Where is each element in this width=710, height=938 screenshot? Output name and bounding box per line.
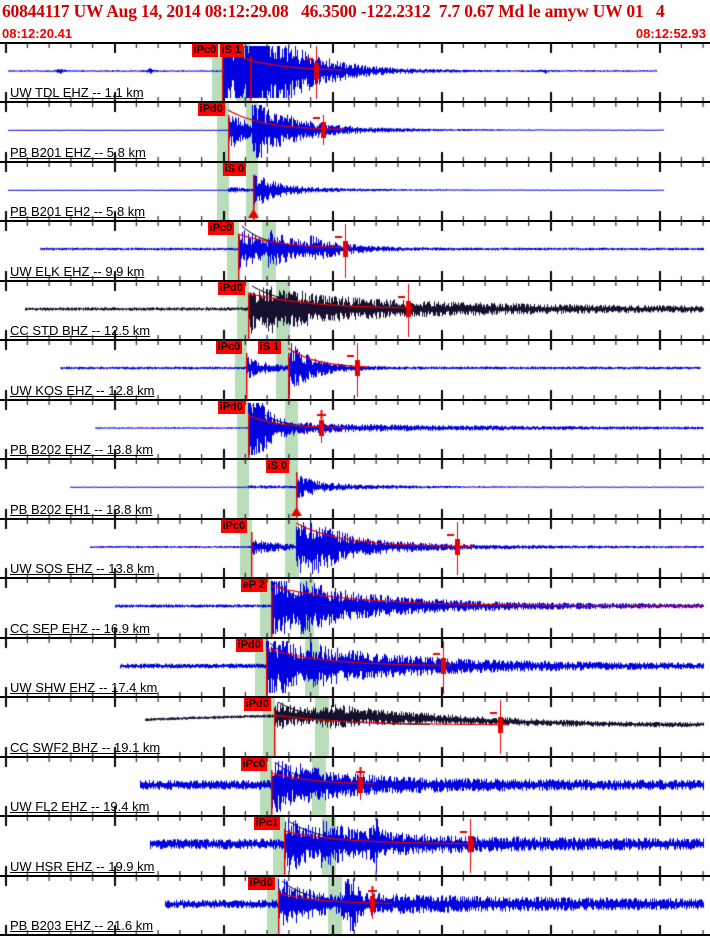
waveform-canvas-uw-shw-ehz-17-4-km[interactable] (0, 639, 710, 696)
trace-panel-pb-b202-ehz-13-8-km: iPd0 PB B202 EHZ -- 13.8 km (0, 401, 710, 460)
waveform-canvas-pb-b203-ehz-21-6-km[interactable] (0, 877, 710, 934)
waveform-canvas-pb-b202-eh1-13-8-km[interactable] (0, 460, 710, 518)
station-label-pb-b202-eh1-13-8-km: PB B202 EH1 -- 13.8 km (10, 502, 153, 517)
station-label-uw-shw-ehz-17-4-km: UW SHW EHZ -- 17.4 km (10, 680, 158, 695)
trace-panel-uw-hsr-ehz-19-9-km: iPc1 UW HSR EHZ -- 19.9 km (0, 817, 710, 877)
trace-panel-cc-swf2-bhz-19-1-km: iPd0 CC SWF2 BHZ -- 19.1 km (0, 698, 710, 758)
window-end-time: 08:12:52.93 (635, 26, 706, 41)
waveform-canvas-cc-std-bhz-12-5-km[interactable] (0, 282, 710, 339)
pick-flag-cc-sep-ehz-16-9-km-0[interactable]: eP 2 (240, 579, 268, 592)
station-label-uw-kos-ehz-12-8-km: UW KOS EHZ -- 12.8 km (10, 383, 155, 398)
pick-flag-cc-std-bhz-12-5-km-0[interactable]: iPd0 (217, 282, 245, 295)
pick-flag-uw-elk-ehz-9-9-km-0[interactable]: iPc0 (207, 222, 235, 235)
pick-flag-uw-hsr-ehz-19-9-km-0[interactable]: iPc1 (253, 817, 281, 830)
waveform-canvas-uw-sos-ehz-13-8-km[interactable] (0, 520, 710, 577)
waveform-canvas-uw-kos-ehz-12-8-km[interactable] (0, 341, 710, 399)
station-label-cc-sep-ehz-16-9-km: CC SEP EHZ -- 16.9 km (10, 621, 150, 636)
pick-flag-uw-fl2-ehz-19-4-km-0[interactable]: iPc0 (240, 758, 268, 771)
trace-panel-uw-sos-ehz-13-8-km: iPc0 UW SOS EHZ -- 13.8 km (0, 520, 710, 579)
trace-panel-pb-b203-ehz-21-6-km: iPd0 PB B203 EHZ -- 21.6 km (0, 877, 710, 936)
station-label-pb-b201-ehz-5-8-km: PB B201 EHZ -- 5.8 km (10, 145, 146, 160)
station-label-pb-b201-eh2-5-8-km: PB B201 EH2 -- 5.8 km (10, 204, 146, 219)
station-label-pb-b202-ehz-13-8-km: PB B202 EHZ -- 13.8 km (10, 442, 154, 457)
trace-panel-uw-tdl-ehz-1-1-km: iPc0 iS 1 UW TDL EHZ -- 1.1 km (0, 44, 710, 103)
pick-flag-cc-swf2-bhz-19-1-km-0[interactable]: iPd0 (243, 698, 271, 711)
pick-flag-pb-b201-eh2-5-8-km-0[interactable]: iS 0 (222, 163, 247, 176)
station-label-cc-swf2-bhz-19-1-km: CC SWF2 BHZ -- 19.1 km (10, 740, 161, 755)
trace-panel-uw-elk-ehz-9-9-km: iPc0 UW ELK EHZ -- 9.9 km (0, 222, 710, 282)
pick-flag-uw-shw-ehz-17-4-km-0[interactable]: iPd0 (235, 639, 263, 652)
waveform-canvas-uw-fl2-ehz-19-4-km[interactable] (0, 758, 710, 815)
pick-flag-uw-sos-ehz-13-8-km-0[interactable]: iPc0 (220, 520, 248, 533)
trace-panel-uw-shw-ehz-17-4-km: iPd0 UW SHW EHZ -- 17.4 km (0, 639, 710, 698)
waveform-canvas-pb-b201-ehz-5-8-km[interactable] (0, 103, 710, 161)
pick-flag-pb-b202-ehz-13-8-km-0[interactable]: iPd0 (217, 401, 245, 414)
station-label-cc-std-bhz-12-5-km: CC STD BHZ -- 12.5 km (10, 323, 151, 338)
pick-flag-uw-tdl-ehz-1-1-km-0[interactable]: iPc0 (191, 44, 219, 57)
waveform-canvas-cc-swf2-bhz-19-1-km[interactable] (0, 698, 710, 756)
station-label-uw-hsr-ehz-19-9-km: UW HSR EHZ -- 19.9 km (10, 859, 155, 874)
pick-flag-pb-b201-ehz-5-8-km-0[interactable]: iPd0 (197, 103, 225, 116)
station-label-uw-elk-ehz-9-9-km: UW ELK EHZ -- 9.9 km (10, 264, 145, 279)
trace-panel-pb-b201-eh2-5-8-km: iS 0 PB B201 EH2 -- 5.8 km (0, 163, 710, 222)
trace-panel-uw-fl2-ehz-19-4-km: iPc0 UW FL2 EHZ -- 19.4 km (0, 758, 710, 817)
trace-panel-pb-b202-eh1-13-8-km: iS 0 PB B202 EH1 -- 13.8 km (0, 460, 710, 520)
waveform-canvas-uw-tdl-ehz-1-1-km[interactable] (0, 44, 710, 101)
pick-flag-uw-kos-ehz-12-8-km-0[interactable]: iPc0 (215, 341, 243, 354)
pick-flag-pb-b202-eh1-13-8-km-0[interactable]: iS 0 (265, 460, 290, 473)
top-divider-line (0, 42, 710, 44)
trace-panel-pb-b201-ehz-5-8-km: iPd0 PB B201 EHZ -- 5.8 km (0, 103, 710, 163)
station-label-uw-fl2-ehz-19-4-km: UW FL2 EHZ -- 19.4 km (10, 799, 150, 814)
window-start-time: 08:12:20.41 (2, 26, 73, 41)
pick-flag-uw-kos-ehz-12-8-km-1[interactable]: iS 1 (257, 341, 282, 354)
station-label-uw-tdl-ehz-1-1-km: UW TDL EHZ -- 1.1 km (10, 85, 144, 100)
waveform-canvas-uw-hsr-ehz-19-9-km[interactable] (0, 817, 710, 875)
waveform-canvas-uw-elk-ehz-9-9-km[interactable] (0, 222, 710, 280)
trace-panel-cc-std-bhz-12-5-km: iPd0 CC STD BHZ -- 12.5 km (0, 282, 710, 341)
station-label-pb-b203-ehz-21-6-km: PB B203 EHZ -- 21.6 km (10, 918, 154, 933)
waveform-canvas-pb-b201-eh2-5-8-km[interactable] (0, 163, 710, 220)
pick-flag-uw-tdl-ehz-1-1-km-1[interactable]: iS 1 (219, 44, 244, 57)
waveform-canvas-pb-b202-ehz-13-8-km[interactable] (0, 401, 710, 458)
trace-panel-uw-kos-ehz-12-8-km: iPc0 iS 1 UW KOS EHZ -- 12.8 km (0, 341, 710, 401)
waveform-canvas-cc-sep-ehz-16-9-km[interactable] (0, 579, 710, 637)
trace-panel-cc-sep-ehz-16-9-km: eP 2 CC SEP EHZ -- 16.9 km (0, 579, 710, 639)
station-label-uw-sos-ehz-13-8-km: UW SOS EHZ -- 13.8 km (10, 561, 155, 576)
event-header-title: 60844117 UW Aug 14, 2014 08:12:29.08 46.… (2, 1, 665, 21)
pick-flag-pb-b203-ehz-21-6-km-0[interactable]: iPd0 (247, 877, 275, 890)
